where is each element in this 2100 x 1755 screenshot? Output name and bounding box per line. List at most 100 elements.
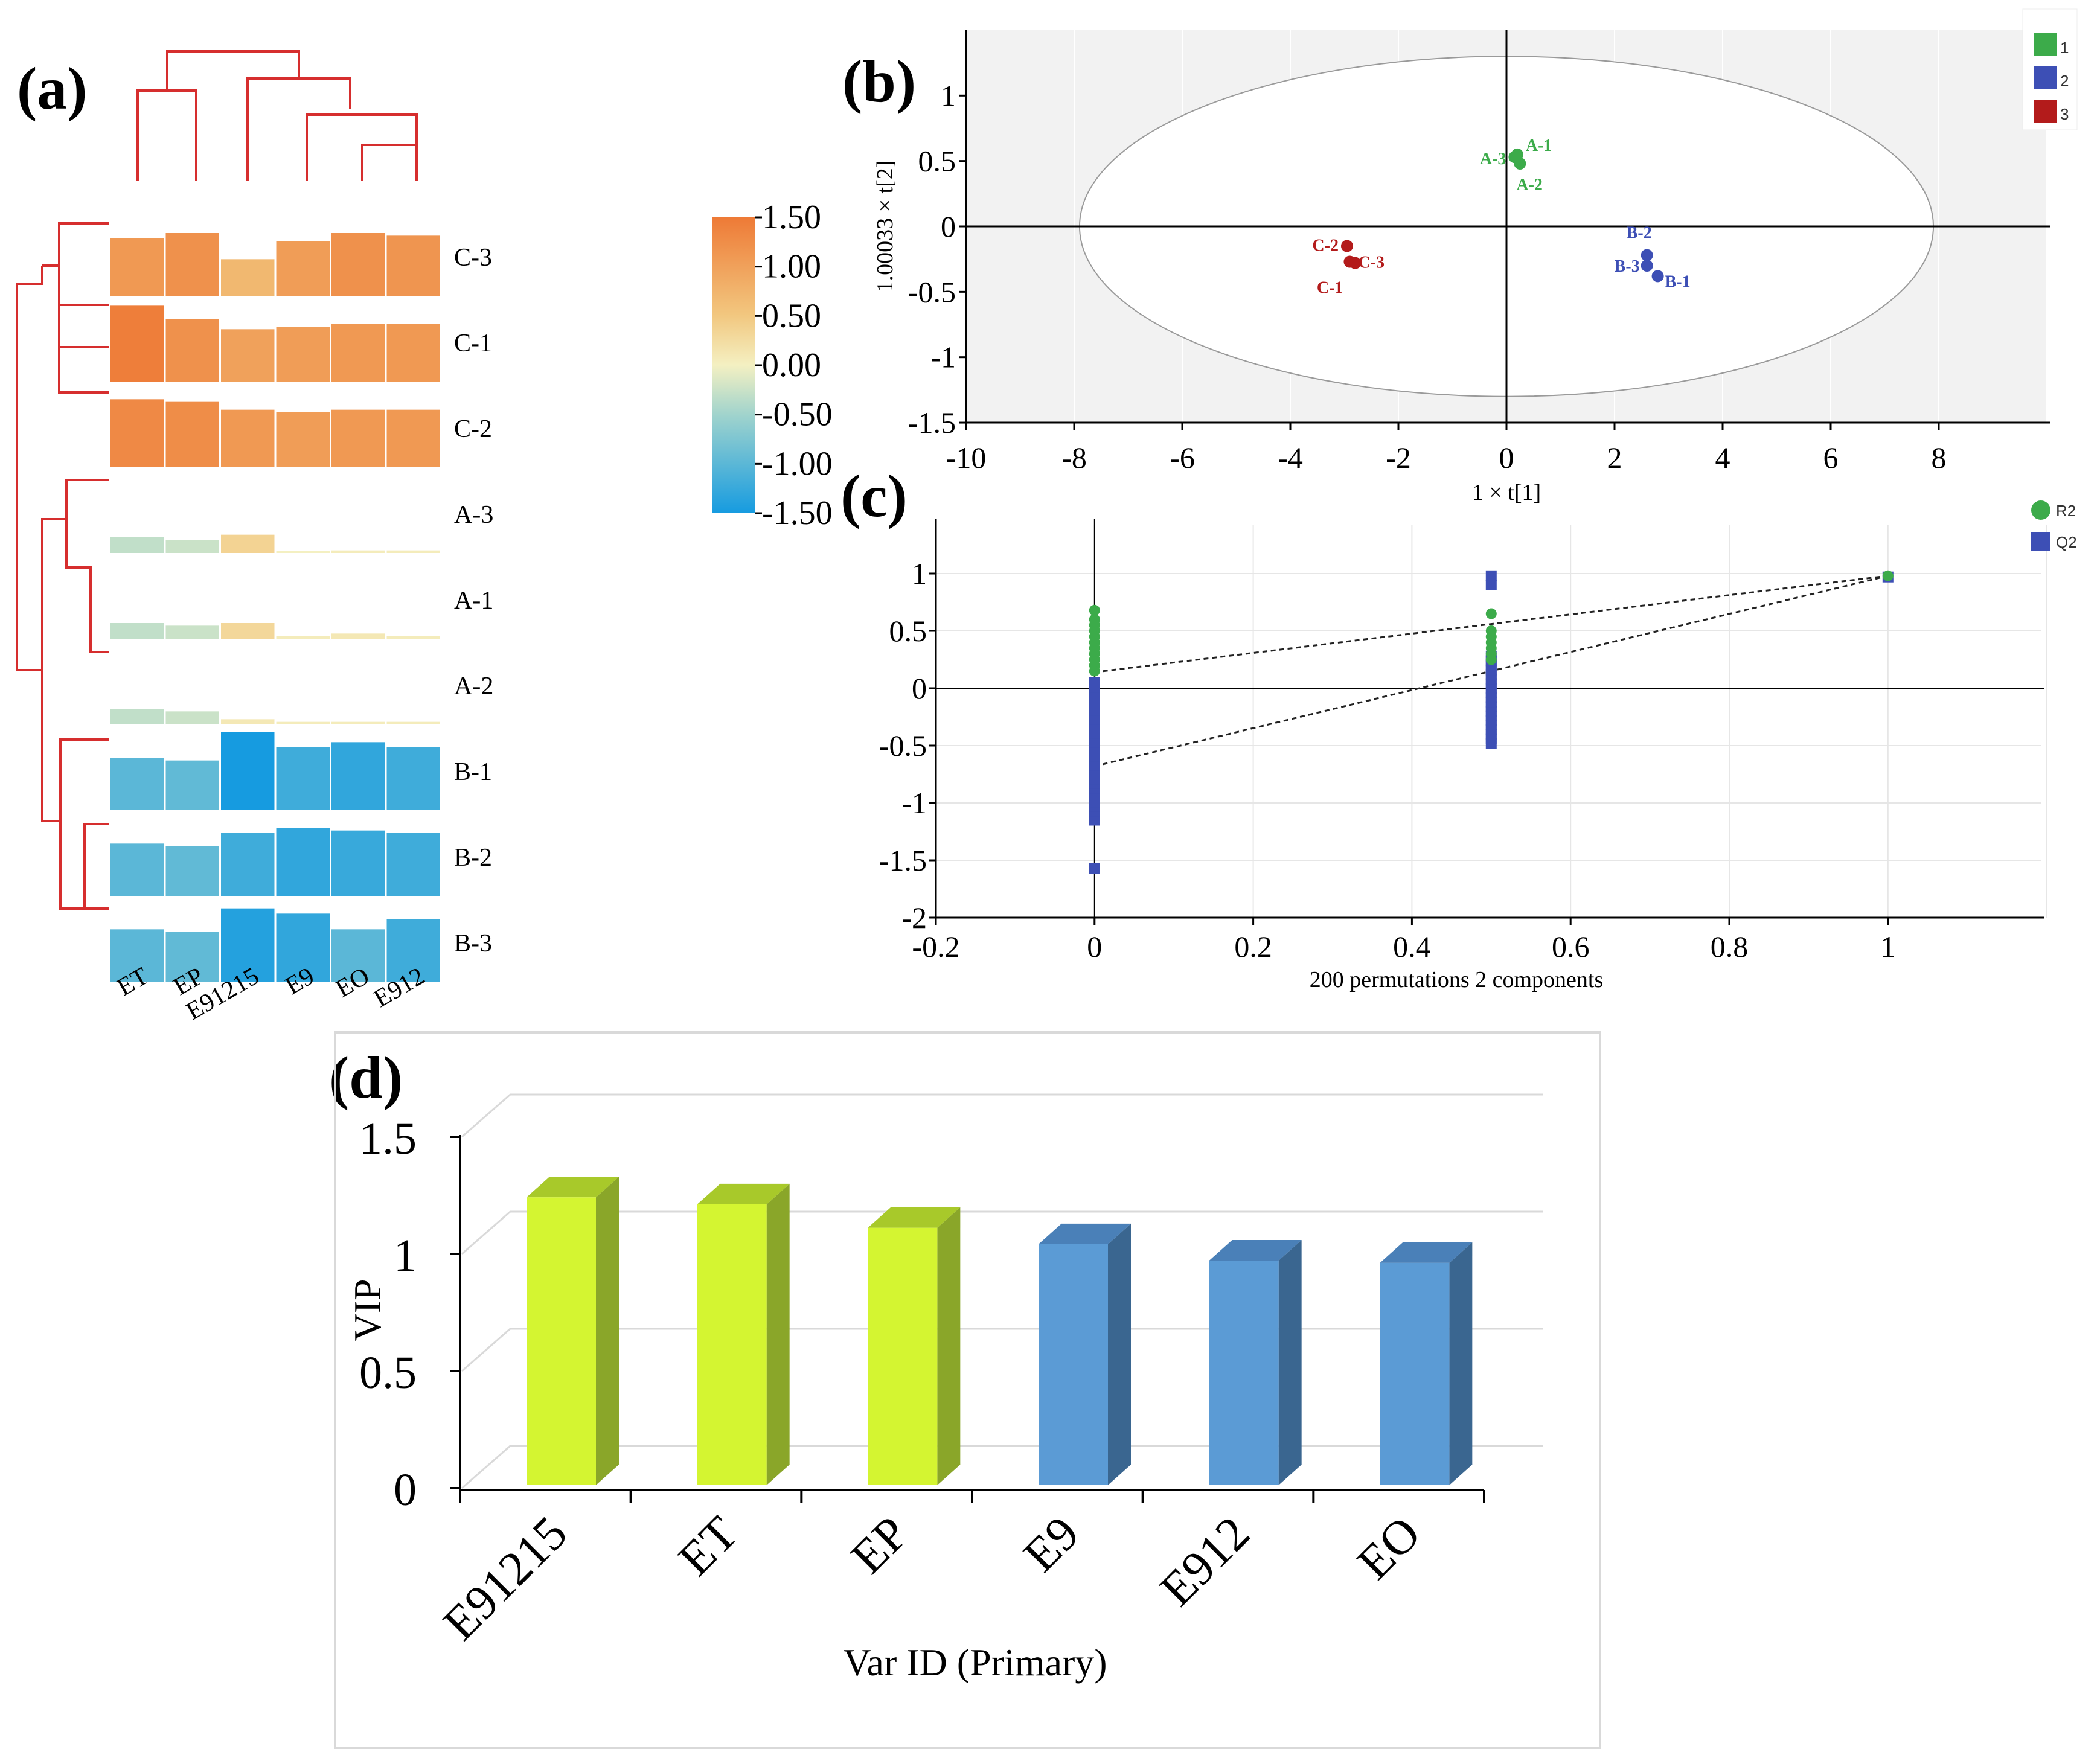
r2-point [1882,570,1894,581]
c-ytick-label: 0.5 [889,614,927,648]
heatmap-cell [276,747,330,810]
vip-bar [527,1197,596,1485]
heatmap-cell [110,537,164,553]
heatmap-cell [386,550,440,553]
b-ytick-label: 0 [941,209,956,243]
heatmap-cell [386,324,440,382]
r2-point [1485,608,1497,619]
c-xtick-label: 0 [1087,930,1102,964]
colorbar-tick-label: -1.50 [762,494,833,532]
heatmap-cell [110,305,164,382]
heatmap-cell [386,721,440,724]
heatmap-row-label: C-3 [454,244,492,272]
c-xlabel: 200 permutations 2 components [1310,967,1604,993]
b-ytick-label: -1.5 [908,406,956,440]
score-point [1641,260,1653,272]
score-point-label: C-2 [1312,237,1339,255]
heatmap-cell [165,711,219,724]
vip-bar-top [868,1207,961,1228]
vip-bar-side [1108,1223,1131,1485]
c-ytick-label: 0 [912,671,927,705]
d-category-label: E912 [1150,1507,1260,1617]
score-point [1340,240,1353,252]
heatmap-cell [165,625,219,639]
vip-bar [1039,1244,1108,1485]
heatmap-cell [110,623,164,639]
panel-c-tag: (c) [840,462,908,529]
heatmap-cell [110,929,164,982]
b-xtick-label: -8 [1061,441,1087,475]
heatmap-cell [165,319,219,382]
panel-a-tag: (a) [17,55,88,122]
c-xtick-label: 0.6 [1552,930,1590,964]
score-point-label: C-1 [1317,279,1343,298]
heatmap-cell [221,833,275,896]
heatmap-cell [221,908,275,982]
b-legend-swatch [2034,33,2057,56]
d-ytick-label: 0.5 [359,1347,417,1398]
heatmap-cell [276,412,330,467]
score-point [1651,270,1664,283]
vip-bar-side [1278,1240,1302,1485]
d-xlabel: Var ID (Primary) [843,1641,1107,1684]
c-xtick-label: 0.2 [1234,930,1272,964]
score-point-label: A-3 [1480,150,1506,168]
heatmap-cell [276,327,330,382]
heatmap-cell [331,721,385,724]
score-point-label: B-1 [1665,272,1691,291]
r2-point [1089,604,1100,616]
b-xtick-label: -4 [1278,441,1303,475]
score-point [1349,257,1362,269]
vip-bar-side [766,1183,790,1485]
colorbar-tick-label: -0.50 [762,396,833,433]
c-xtick-label: 0.8 [1711,930,1749,964]
colorbar-tick-label: 0.00 [762,347,821,384]
heatmap-row-label: A-1 [454,587,493,615]
b-ytick-label: -1 [930,340,956,374]
b-ytick-label: -0.5 [908,275,956,308]
heatmap-cell [165,233,219,296]
b-legend-swatch [2034,66,2057,89]
heatmap-cell [276,241,330,296]
heatmap-cell [276,828,330,896]
heatmap-cell [331,550,385,553]
heatmap-cell [331,324,385,382]
d-gridline-depth [461,1093,511,1138]
d-category-label: ET [668,1507,747,1586]
c-xtick-label: -0.2 [912,930,959,964]
heatmap-cell [276,551,330,553]
c-xtick-label: 1 [1880,930,1895,964]
heatmap-cell [386,409,440,467]
d-gridline-depth [461,1210,511,1255]
c-ytick-label: -0.5 [879,729,927,762]
heatmap-row-label: C-2 [454,415,492,443]
b-xtick-label: 0 [1499,441,1514,475]
heatmap-cell [110,709,164,724]
heatmap-row-label: A-3 [454,501,493,529]
d-ytick-label: 1 [394,1230,417,1281]
vip-bar-top [1380,1242,1473,1263]
d-gridline-depth [461,1445,511,1489]
r2-point [1485,654,1497,665]
d-ytick-label: 0 [394,1465,417,1515]
score-point-label: C-3 [1358,254,1385,272]
panel-b-tag: (b) [842,48,916,115]
vip-bar-top [697,1183,790,1204]
colorbar-tick-label: 0.50 [762,297,821,334]
heatmap-cell [110,238,164,296]
heatmap-cell [331,929,385,982]
vip-bar-side [596,1177,619,1485]
score-point [1514,157,1526,170]
heatmap-cell [165,760,219,810]
heatmap-cell [221,259,275,296]
c-ytick-label: -1 [901,786,927,820]
heatmap-row-label: A-2 [454,673,493,700]
r2-point [1089,665,1100,677]
score-point-label: B-2 [1627,224,1652,243]
heatmap-cell [110,758,164,810]
b-legend-label: 3 [2060,105,2069,123]
vip-bar [868,1227,938,1485]
b-xtick-label: 4 [1715,441,1730,475]
d-ytick-label: 1.5 [359,1113,417,1164]
